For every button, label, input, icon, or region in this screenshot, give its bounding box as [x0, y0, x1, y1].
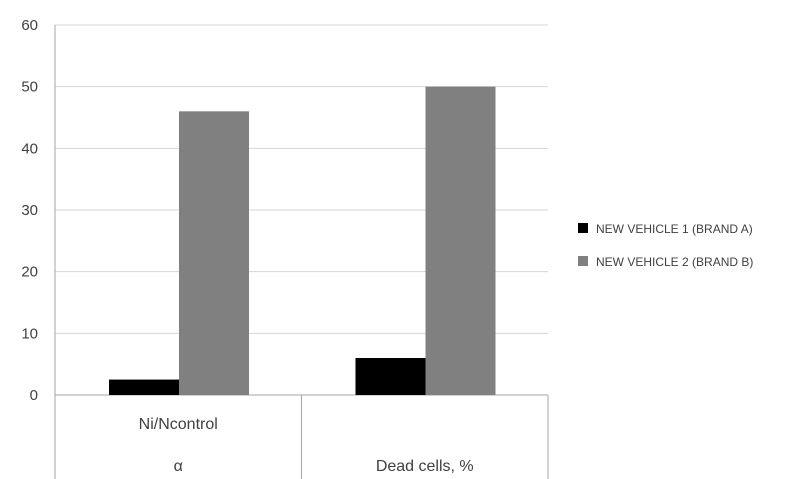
y-tick-label: 10 [21, 325, 38, 342]
bars [109, 86, 496, 396]
legend-swatch [578, 256, 588, 266]
y-tick-label: 40 [21, 140, 38, 157]
legend-swatch [578, 223, 588, 233]
legend-label: NEW VEHICLE 1 (BRAND A) [596, 222, 753, 236]
y-tick-label: 20 [21, 264, 38, 281]
y-tick-label: 30 [21, 202, 38, 219]
legend: NEW VEHICLE 1 (BRAND A) NEW VEHICLE 2 (BR… [578, 222, 753, 269]
y-tick-label: 60 [21, 17, 38, 34]
y-tick-label: 0 [30, 387, 38, 404]
category-label: Dead cells, % [376, 458, 474, 475]
gridlines [54, 24, 548, 396]
bar-1 [355, 358, 426, 395]
category-label: α [174, 458, 183, 475]
legend-label: NEW VEHICLE 2 (BRAND B) [596, 255, 753, 269]
category-axis: Ni/Ncontrol α Dead cells, % [54, 395, 549, 479]
bar-2 [179, 111, 249, 395]
y-axis-ticks: 0 10 20 30 40 50 60 [21, 17, 38, 404]
bar-2 [425, 86, 496, 396]
bar-1 [109, 379, 179, 395]
category-label: Ni/Ncontrol [139, 416, 218, 433]
y-tick-label: 50 [21, 79, 38, 96]
